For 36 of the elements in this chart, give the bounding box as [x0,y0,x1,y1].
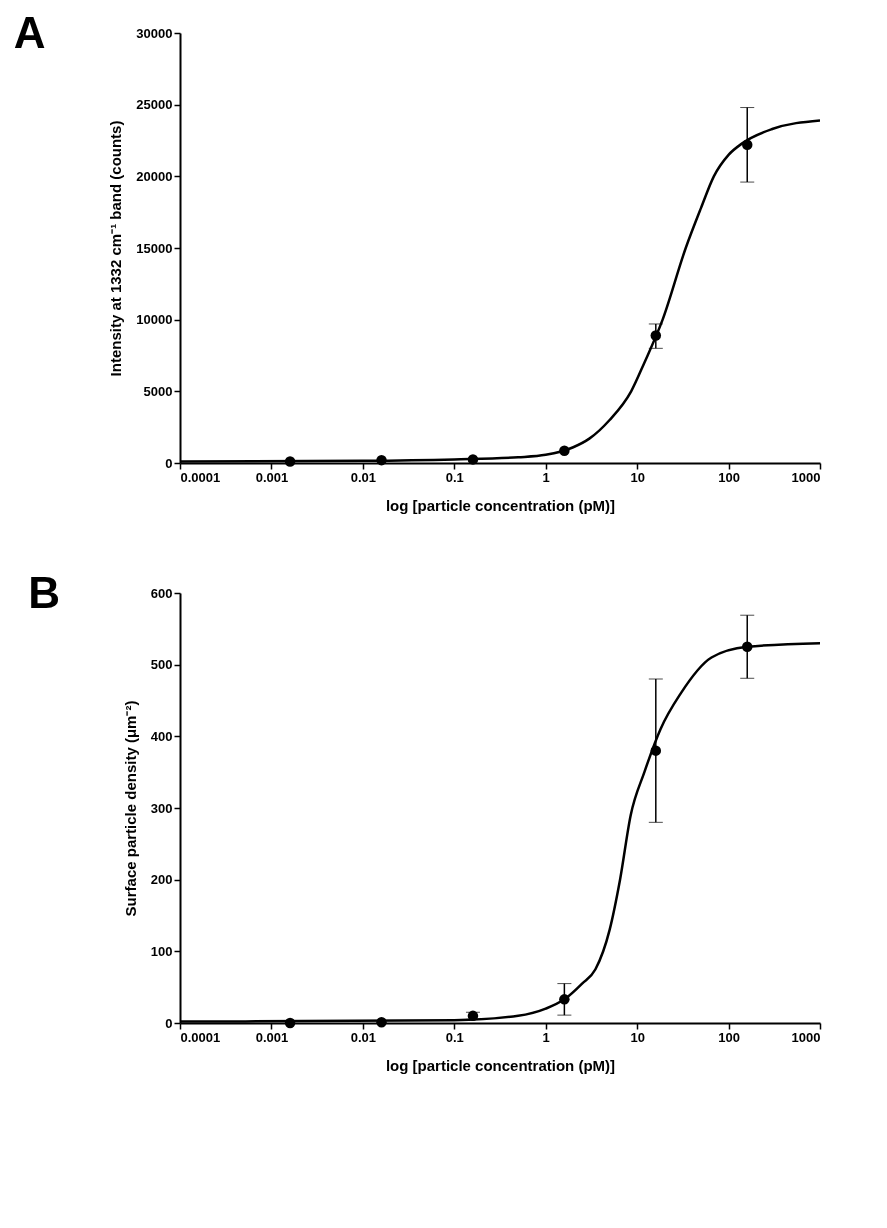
y-tick-label: 100 [150,943,173,959]
x-tick-label: 0.01 [350,469,377,485]
y-tick-label: 30000 [136,25,173,41]
y-tick-label: 400 [150,728,173,744]
x-axis-title: log [particle concentration (pM)] [385,1056,616,1074]
x-tick-label: 100 [718,469,740,485]
y-tick-label: 200 [150,872,173,888]
x-tick-label: 0.001 [255,1029,289,1045]
y-tick-label: 25000 [136,97,173,113]
y-axis-title: Intensity at 1332 cm⁻¹ band (counts) [107,120,125,377]
x-tick-label: 0.0001 [180,469,221,485]
x-tick-label: 1000 [791,1029,821,1045]
x-tick-label: 0.001 [255,469,289,485]
y-tick-label: 5000 [143,383,173,399]
x-tick-label: 0.0001 [180,1029,221,1045]
y-tick-label: 500 [150,657,173,673]
y-tick-label: 300 [150,800,173,816]
x-tick-label: 1 [542,1029,550,1045]
x-tick-label: 1000 [791,469,821,485]
y-tick-label: 0 [165,1015,173,1031]
x-tick-label: 0.01 [350,1029,377,1045]
x-tick-label: 1 [542,469,550,485]
x-tick-label: 0.1 [445,469,464,485]
x-tick-label: 10 [630,1029,645,1045]
x-tick-label: 0.1 [445,1029,464,1045]
y-tick-label: 10000 [136,312,173,328]
y-tick-label: 600 [150,585,173,601]
chart-title: B [28,568,61,617]
y-tick-label: 15000 [136,240,173,256]
chart-title: A [13,8,46,57]
y-tick-label: 20000 [136,168,173,184]
y-tick-label: 0 [165,455,173,471]
y-axis-title: Surface particle density (μm⁻²) [121,700,139,917]
x-axis-title: log [particle concentration (pM)] [385,496,616,514]
x-tick-label: 10 [630,469,645,485]
x-tick-label: 100 [718,1029,740,1045]
